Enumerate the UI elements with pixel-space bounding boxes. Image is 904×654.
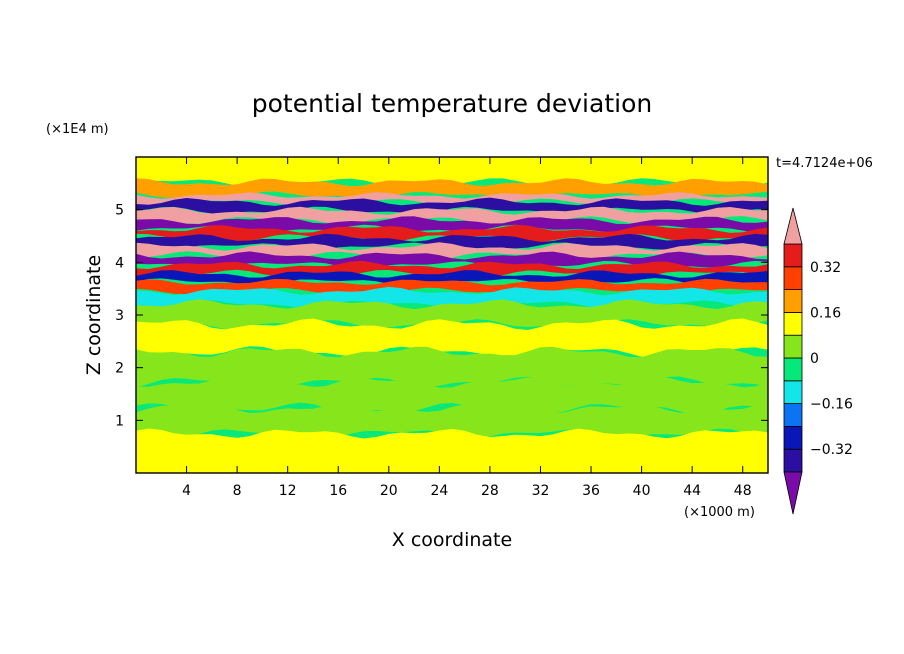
colorbar-label: 0.32	[810, 260, 841, 276]
colorbar-extend-top	[783, 207, 803, 245]
y-axis-ticks: 1 2 3 4 5	[115, 203, 768, 429]
field-band	[136, 206, 768, 225]
x-axis-ticks: 4 8 12 16 20 24 28 32 36 40 44 48	[182, 157, 752, 499]
colorbar-label: −0.16	[810, 397, 853, 413]
x-tick-label: 48	[734, 483, 752, 499]
x-tick-label: 8	[233, 483, 242, 499]
x-tick-label: 4	[182, 483, 191, 499]
field-band	[136, 270, 768, 286]
temperature-field	[136, 157, 768, 473]
field-band	[136, 224, 768, 242]
x-tick-label: 20	[380, 483, 398, 499]
field-band	[136, 428, 768, 473]
x-tick-label: 36	[582, 483, 600, 499]
x-unit-label: (×1000 m)	[684, 505, 755, 520]
y-tick-label: 3	[115, 308, 124, 324]
time-label: t=4.7124e+06	[776, 156, 873, 171]
field-band	[136, 278, 768, 295]
colorbar-segment	[783, 357, 803, 382]
field-band	[136, 216, 768, 233]
colorbar-segment	[783, 425, 803, 450]
y-tick-label: 1	[115, 413, 124, 429]
colorbar-segment	[783, 334, 803, 359]
chart-title: potential temperature deviation	[252, 89, 652, 118]
y-tick-label: 5	[115, 203, 124, 219]
colorbar-label: −0.32	[810, 442, 853, 458]
y-tick-label: 4	[115, 255, 124, 271]
x-tick-label: 16	[329, 483, 347, 499]
colorbar-segment	[783, 243, 803, 268]
x-tick-label: 32	[532, 483, 550, 499]
colorbar-segment	[783, 311, 803, 336]
x-tick-label: 12	[279, 483, 297, 499]
x-tick-label: 28	[481, 483, 499, 499]
y-tick-label: 2	[115, 361, 124, 377]
colorbar-segment	[783, 266, 803, 290]
y-unit-label: (×1E4 m)	[46, 122, 109, 137]
x-tick-label: 24	[430, 483, 448, 499]
colorbar-segment	[783, 289, 803, 313]
y-axis-label: Z coordinate	[83, 255, 105, 375]
x-tick-label: 44	[683, 483, 701, 499]
field-band	[136, 178, 768, 200]
field-band	[136, 157, 768, 187]
field-band	[136, 197, 768, 215]
x-tick-label: 40	[633, 483, 651, 499]
colorbar-extend-bottom	[783, 471, 803, 515]
field-band	[136, 318, 768, 358]
field-band	[136, 251, 768, 270]
colorbar-segment	[783, 403, 803, 427]
field-band	[136, 242, 768, 260]
colorbar-segment	[783, 380, 803, 404]
field-band	[136, 346, 768, 388]
colorbar-segment	[783, 448, 803, 473]
x-axis-label: X coordinate	[392, 529, 512, 551]
colorbar: 0.32 0.16 0 −0.16 −0.32	[783, 207, 853, 515]
field-band	[136, 376, 768, 414]
colorbar-label: 0.16	[810, 305, 841, 321]
field-band	[136, 286, 768, 309]
colorbar-label: 0	[810, 351, 819, 367]
field-band	[136, 403, 768, 439]
